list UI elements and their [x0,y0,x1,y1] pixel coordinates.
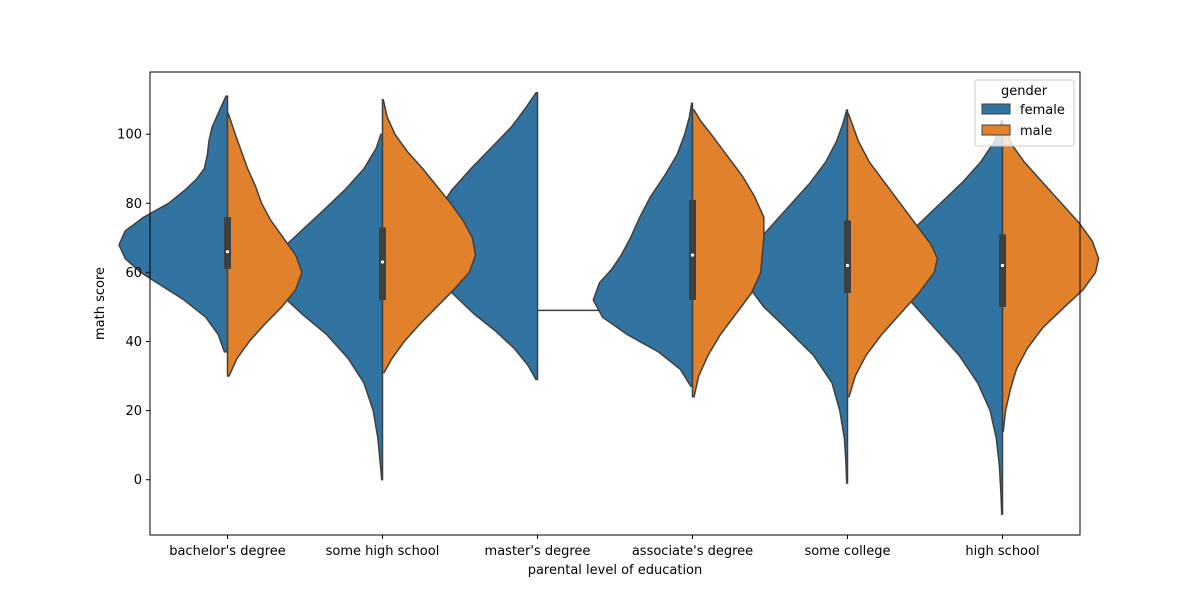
median-dot-some-high-school [380,260,385,264]
x-tick-label-some-high-school: some high school [326,544,440,559]
median-dot-high-school [1000,263,1005,268]
plot-frame [149,71,1081,536]
y-tick-label-0: 0 [134,473,142,488]
violin-female-high-school [890,119,1004,516]
violin-male-high-school [1001,126,1100,433]
y-tick-label-60: 60 [125,266,142,281]
violins-layer [118,91,1100,516]
violin-male-some-college [846,112,939,398]
x-tick-label-associate-s-degree: associate's degree [632,544,753,559]
iqr-box-some-high-school [379,227,386,301]
y-tick-label-80: 80 [125,197,142,212]
median-dot-some-college [845,263,850,268]
y-tick-label-100: 100 [117,128,142,143]
violin-male-some-high-school [381,98,477,374]
x-tick-label-high-school: high school [965,544,1039,559]
x-axis-ticks: bachelor's degree some high school master'… [169,535,1040,559]
y-tick-label-40: 40 [125,335,142,350]
legend-label-female: female [1020,103,1065,118]
y-axis-label: math score [93,267,108,340]
median-dot-associate-s-degree [690,253,695,257]
legend-swatch-male [981,124,1011,136]
violin-male-bachelor-s-degree [226,112,303,377]
legend: gender female male [974,79,1075,147]
violin-female-associate-s-degree [592,102,694,388]
y-axis-ticks: 0 20 40 60 80 100 [117,128,150,488]
legend-entries: female male [981,103,1065,139]
legend-swatch-female [981,103,1011,115]
violin-male-associate-s-degree [691,109,765,398]
x-tick-label-bachelor-s-degree: bachelor's degree [169,544,286,559]
iqr-box-bachelor-s-degree [224,217,231,269]
iqr-box-associate-s-degree [689,199,696,301]
legend-title: gender [1001,84,1048,99]
x-tick-label-some-college: some college [804,544,890,559]
median-dot-bachelor-s-degree [225,250,230,254]
boxes-layer [224,199,1006,307]
iqr-box-some-college [844,220,851,294]
x-tick-label-master-s-degree: master's degree [485,544,591,559]
violin-female-some-high-school [273,133,384,481]
y-tick-label-20: 20 [125,404,142,419]
violin-female-some-college [744,109,849,484]
iqr-box-high-school [999,234,1006,307]
legend-label-male: male [1020,124,1052,139]
violin-female-bachelor-s-degree [118,95,229,353]
x-axis-label: parental level of education [528,563,703,578]
